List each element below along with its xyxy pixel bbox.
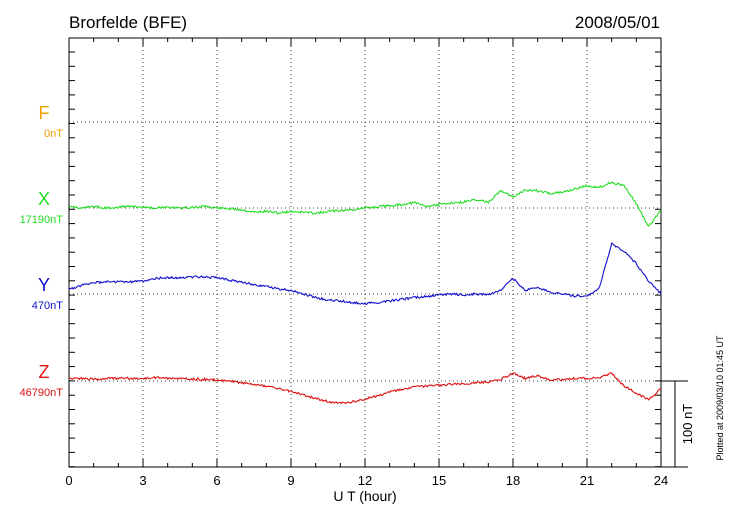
series-name-x: X [38, 189, 50, 209]
station-title: Brorfelde (BFE) [69, 13, 187, 32]
x-tick-label: 15 [432, 473, 446, 488]
grid [69, 38, 661, 467]
series-line-z [68, 372, 662, 405]
plotted-at-note: Plotted at 2009/03/10 01:45 UT [715, 335, 725, 461]
scale-bar: 100 nT [661, 380, 695, 468]
series-line-y [68, 242, 662, 306]
x-tick-label: 3 [139, 473, 146, 488]
x-axis-label: U T (hour) [333, 488, 396, 504]
series-name-z: Z [39, 362, 50, 382]
series-line-x [68, 181, 662, 227]
x-tick-label: 21 [580, 473, 594, 488]
x-tick-label: 0 [65, 473, 72, 488]
date-title: 2008/05/01 [575, 13, 660, 32]
series-baseline-x: 17190nT [20, 214, 64, 226]
series-lines [68, 181, 662, 405]
x-tick-label: 18 [506, 473, 520, 488]
series-baseline-y: 470nT [32, 300, 63, 312]
x-tick-label: 24 [654, 473, 668, 488]
series-baseline-f: 0nT [44, 128, 63, 140]
series-name-f: F [39, 103, 50, 123]
series-labels: F 0nT X 17190nT Y 470nT Z 46790nT [20, 103, 64, 399]
series-baseline-z: 46790nT [20, 387, 64, 399]
tick-marks [68, 38, 662, 468]
x-tick-label: 12 [358, 473, 372, 488]
x-tick-label: 6 [213, 473, 220, 488]
series-name-y: Y [38, 275, 50, 295]
x-tick-label: 9 [287, 473, 294, 488]
x-tick-labels: 0 3 6 9 12 15 18 21 24 [65, 473, 668, 488]
scale-bar-label: 100 nT [680, 404, 695, 445]
